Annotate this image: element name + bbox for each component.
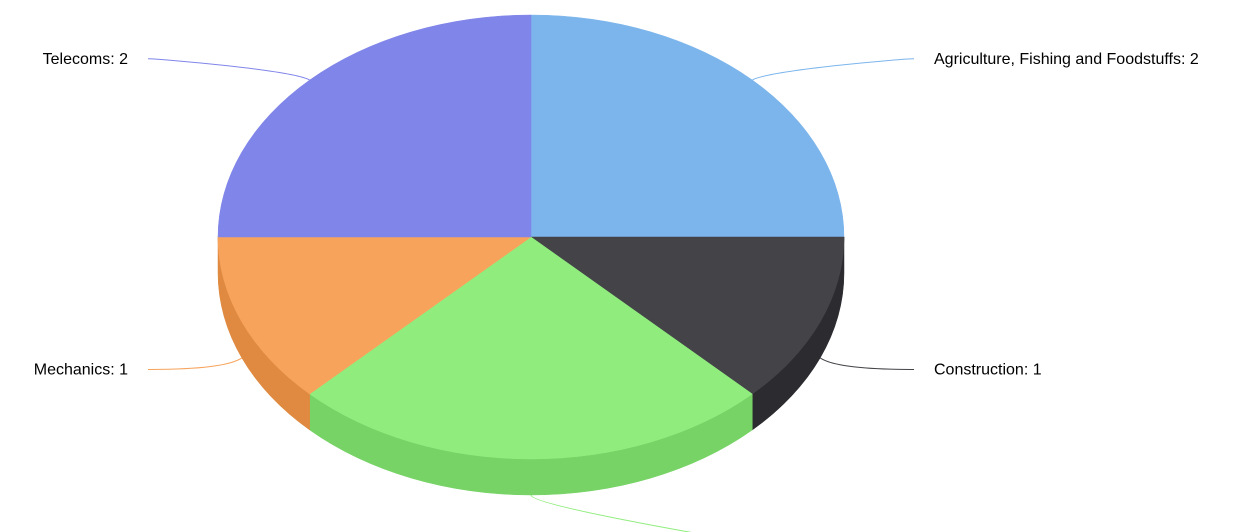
pie-connector-goods-and-miscellaneous-products xyxy=(530,494,692,532)
pie-connector-mechanics xyxy=(147,357,243,370)
pie-connector-telecoms xyxy=(147,58,310,81)
pie-slice-construction[interactable] xyxy=(530,236,845,395)
pie-slice-goods-and-miscellaneous-products[interactable] xyxy=(309,236,753,460)
pie-label-agriculture-fishing-and-foodstuffs: Agriculture, Fishing and Foodstuffs: 2 xyxy=(934,51,1199,68)
pie-label-telecoms: Telecoms: 2 xyxy=(43,51,128,68)
pie-connector-construction xyxy=(819,357,915,370)
pie-label-construction: Construction: 1 xyxy=(934,361,1042,378)
pie-slice-agriculture-fishing-and-foodstuffs[interactable] xyxy=(530,14,845,238)
pie-slice-telecoms[interactable] xyxy=(217,14,532,238)
pie-connector-agriculture-fishing-and-foodstuffs xyxy=(752,58,915,81)
pie-slice-mechanics[interactable] xyxy=(217,236,532,395)
pie-label-mechanics: Mechanics: 1 xyxy=(34,361,128,378)
